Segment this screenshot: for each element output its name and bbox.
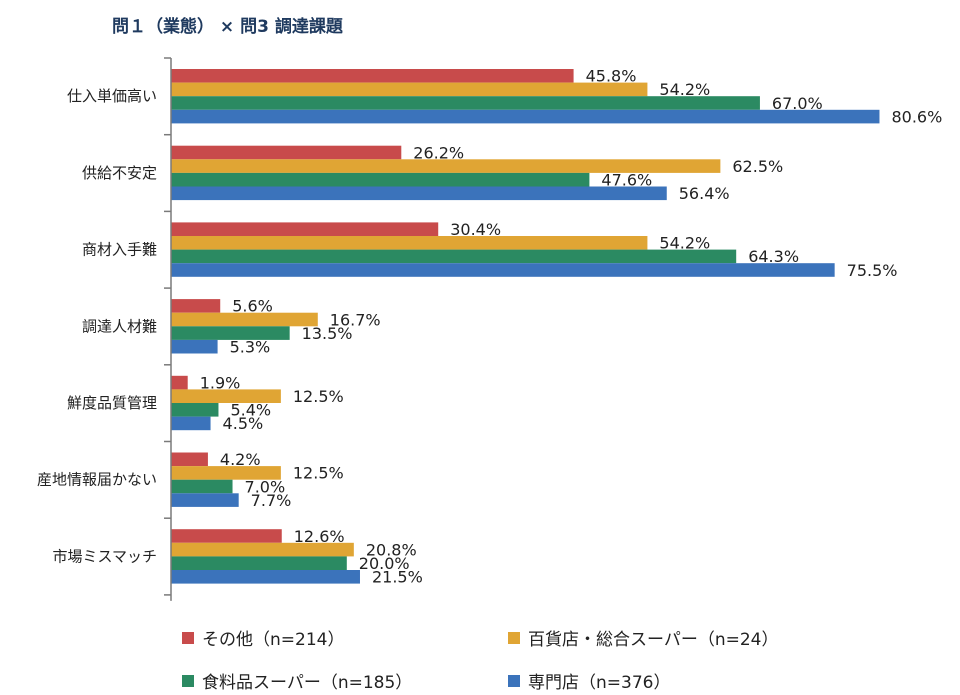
bar (171, 159, 721, 173)
bar (171, 69, 574, 83)
data-label: 4.2% (220, 450, 261, 469)
bar (171, 263, 835, 277)
legend-item-department-store: 百貨店・総合スーパー（n=24） (508, 625, 778, 650)
bar (171, 452, 208, 467)
data-label: 54.2% (659, 234, 710, 253)
legend-swatch-other (182, 631, 194, 644)
data-label: 62.5% (732, 157, 783, 176)
data-label: 4.5% (223, 414, 264, 433)
bar (171, 389, 281, 403)
legend-swatch-specialty-store (508, 674, 520, 687)
category-label: 鮮度品質管理 (67, 394, 157, 412)
bar (171, 236, 648, 250)
legend-swatch-department-store (508, 631, 520, 644)
legend-swatch-food-supermarket (182, 674, 194, 687)
category-label: 調達人材難 (82, 317, 157, 335)
bar (171, 529, 282, 543)
data-label: 80.6% (891, 107, 942, 126)
bar (171, 339, 218, 354)
data-label: 20.0% (359, 554, 410, 573)
bar (171, 109, 880, 124)
data-label: 5.4% (230, 401, 271, 420)
bar (171, 249, 737, 264)
data-label: 56.4% (679, 184, 730, 203)
data-label: 16.7% (330, 310, 381, 329)
bar (171, 172, 590, 187)
legend-label-specialty-store: 専門店（n=376） (528, 673, 671, 693)
data-label: 45.8% (586, 67, 637, 86)
category-label: 仕入単価高い (67, 87, 157, 105)
data-label: 20.8% (366, 540, 417, 559)
bar (171, 222, 439, 236)
data-label: 47.6% (601, 171, 652, 190)
bar (171, 96, 760, 110)
legend-label-other: その他（n=214） (202, 630, 345, 650)
bar (171, 542, 354, 557)
category-label: 供給不安定 (82, 164, 157, 182)
category-label: 市場ミスマッチ (52, 547, 157, 565)
bar (171, 416, 211, 431)
bar (171, 299, 221, 313)
bar (171, 312, 318, 327)
data-label: 21.5% (372, 568, 423, 587)
data-label: 12.5% (293, 464, 344, 483)
category-label: 商材入手難 (82, 241, 157, 259)
bar (171, 326, 290, 340)
data-label: 1.9% (200, 373, 241, 392)
data-label: 12.6% (294, 527, 345, 546)
data-label: 54.2% (659, 80, 710, 99)
data-label: 64.3% (748, 247, 799, 266)
legend-label-department-store: 百貨店・総合スーパー（n=24） (528, 630, 779, 650)
bar (171, 145, 402, 160)
category-label: 産地情報届かない (37, 471, 157, 489)
data-label: 67.0% (772, 94, 823, 113)
bar (171, 570, 360, 584)
data-label: 7.0% (245, 477, 286, 496)
bar (171, 82, 648, 97)
data-label: 12.5% (293, 387, 344, 406)
bar (171, 403, 219, 417)
data-label: 5.3% (230, 338, 271, 357)
bar (171, 186, 667, 201)
bar (171, 375, 188, 390)
data-label: 7.7% (251, 491, 292, 510)
bar (171, 556, 347, 570)
data-label: 75.5% (847, 261, 898, 280)
data-label: 5.6% (232, 297, 273, 316)
legend-item-specialty-store: 専門店（n=376） (508, 668, 670, 693)
legend-item-food-supermarket: 食料品スーパー（n=185） (182, 668, 412, 693)
data-label: 30.4% (450, 220, 501, 239)
bar (171, 479, 233, 494)
legend-item-other: その他（n=214） (182, 625, 344, 650)
data-label: 13.5% (302, 324, 353, 343)
chart-title: 問１（業態） × 問3 調達課題 (112, 17, 343, 37)
bar (171, 466, 281, 480)
legend-label-food-supermarket: 食料品スーパー（n=185） (202, 673, 413, 693)
bar (171, 493, 239, 507)
data-label: 26.2% (413, 143, 464, 162)
